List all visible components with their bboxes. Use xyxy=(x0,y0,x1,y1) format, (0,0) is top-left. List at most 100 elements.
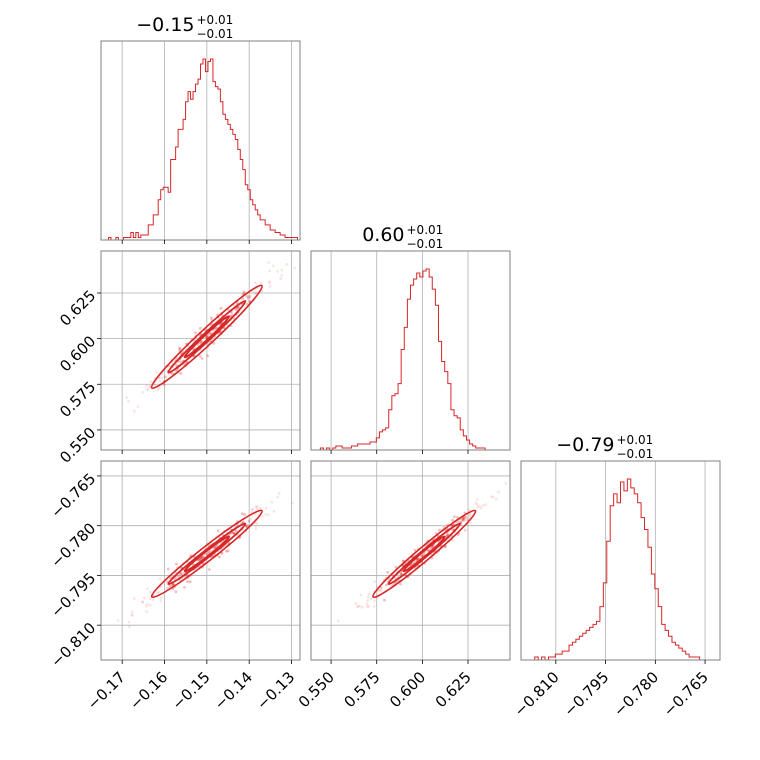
x-tick-label: 0.575 xyxy=(340,668,383,711)
sample-point xyxy=(254,527,258,530)
sample-point xyxy=(379,586,383,590)
sample-point xyxy=(209,316,213,320)
sample-point xyxy=(132,597,136,601)
sample-point xyxy=(206,354,209,358)
sample-point xyxy=(202,555,206,559)
sample-point xyxy=(383,598,386,602)
sample-point xyxy=(491,495,495,499)
sample-point xyxy=(467,508,471,512)
sample-point xyxy=(188,580,192,584)
sample-point xyxy=(205,335,209,339)
y-tick-label: −0.810 xyxy=(47,619,99,671)
sample-point xyxy=(469,521,473,525)
sample-point xyxy=(149,380,153,384)
sample-point xyxy=(146,587,149,591)
sample-point xyxy=(451,518,455,522)
sample-point xyxy=(268,284,272,288)
sample-point xyxy=(213,545,217,549)
panel-frame xyxy=(100,250,301,451)
param-title-minus: −0.01 xyxy=(197,27,234,41)
sample-point xyxy=(373,599,376,603)
sample-point xyxy=(145,610,149,613)
sample-point xyxy=(479,506,483,510)
sample-point xyxy=(416,557,420,561)
param-title-minus: −0.01 xyxy=(617,447,654,461)
sample-point xyxy=(248,295,251,298)
sample-point xyxy=(178,346,181,350)
param-title-value: −0.79 xyxy=(556,434,614,456)
sample-point xyxy=(394,565,398,569)
sample-point xyxy=(163,375,167,379)
sample-point xyxy=(251,507,255,511)
sample-point xyxy=(146,388,150,391)
sample-point xyxy=(153,383,157,387)
sample-point xyxy=(384,583,388,587)
sample-point xyxy=(254,291,258,295)
sample-point xyxy=(270,500,274,504)
contour-ellipse xyxy=(183,315,230,359)
sample-point xyxy=(254,505,257,509)
scatter-points xyxy=(116,491,294,629)
sample-point xyxy=(218,555,221,559)
y-tick-label: −0.795 xyxy=(47,569,99,621)
contour-ellipse xyxy=(402,535,446,573)
sample-point xyxy=(416,557,420,561)
y-tick-label: −0.780 xyxy=(47,519,99,571)
sample-point xyxy=(242,290,246,294)
sample-point xyxy=(336,619,340,623)
sample-point xyxy=(413,548,417,552)
sample-point xyxy=(146,602,150,606)
sample-point xyxy=(231,531,234,535)
sample-point xyxy=(280,274,283,277)
sample-point xyxy=(359,593,363,597)
sample-point xyxy=(461,519,465,522)
sample-point xyxy=(215,544,218,548)
hist-panel-1: 0.60 +0.01−0.01 xyxy=(310,223,511,454)
sample-point xyxy=(158,376,162,379)
sample-point xyxy=(365,605,369,608)
sample-point xyxy=(354,601,358,605)
sample-point xyxy=(207,568,211,571)
sample-point xyxy=(148,597,152,601)
param-title-value: 0.60 xyxy=(362,224,404,246)
sample-point xyxy=(246,296,250,300)
sample-point xyxy=(131,614,135,617)
panel-frame xyxy=(100,40,301,241)
sample-point xyxy=(399,571,403,575)
sample-point xyxy=(248,300,252,303)
param-title-plus: +0.01 xyxy=(197,13,234,27)
sample-point xyxy=(466,517,470,521)
contour-ellipse xyxy=(372,509,477,599)
sample-point xyxy=(245,525,248,529)
contour-ellipse xyxy=(183,535,230,573)
x-tick-label: −0.810 xyxy=(511,668,563,720)
sample-point xyxy=(156,388,160,392)
sample-point xyxy=(175,562,178,566)
sample-point xyxy=(267,261,271,264)
sample-point xyxy=(272,509,276,513)
sample-point xyxy=(373,580,377,583)
sample-point xyxy=(245,294,249,298)
sample-point xyxy=(251,290,255,294)
sample-point xyxy=(250,508,254,512)
sample-point xyxy=(204,335,208,339)
sample-point xyxy=(212,341,216,345)
y-tick-label: 0.550 xyxy=(56,424,99,467)
x-tick-label: −0.780 xyxy=(610,668,662,720)
sample-point xyxy=(463,519,467,523)
contour-ellipse xyxy=(167,522,247,586)
sample-point xyxy=(245,302,249,306)
sample-point xyxy=(186,580,190,584)
sample-point xyxy=(207,551,211,554)
sample-point xyxy=(178,347,182,351)
sample-point xyxy=(462,517,465,520)
sample-point xyxy=(366,595,370,599)
hist-panel-2: −0.79 +0.01−0.01 xyxy=(520,433,721,664)
y-tick-label: 0.625 xyxy=(56,287,99,330)
sample-point xyxy=(456,515,459,519)
sample-point xyxy=(166,567,170,571)
sample-point xyxy=(276,269,280,273)
sample-point xyxy=(148,384,152,388)
